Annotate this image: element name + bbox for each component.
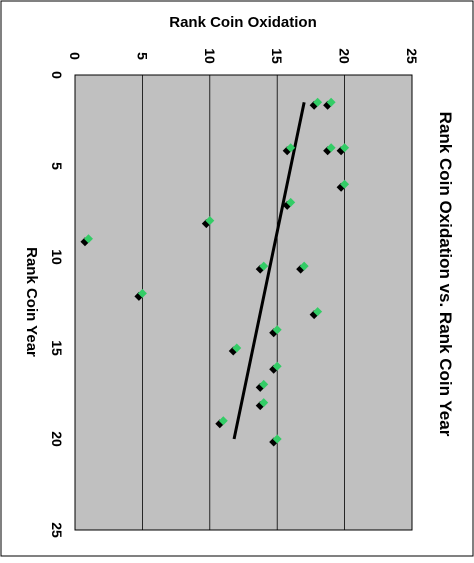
data-point-marker [232,343,242,353]
data-point [201,216,215,229]
data-point-marker [205,216,215,226]
data-point [282,197,296,210]
data-point [228,343,242,356]
year-tick-label: 25 [49,522,65,538]
data-point-marker [259,398,269,408]
data-point [255,398,269,411]
data-point-marker [286,143,296,153]
data-point [80,234,93,247]
year-tick-label: 0 [49,71,65,79]
data-point-marker [272,434,282,444]
data-point [215,416,228,429]
year-tick-label: 5 [49,162,65,170]
trendline-layer [232,101,306,440]
data-point-marker [340,143,350,153]
data-point [255,261,269,274]
data-point [336,179,350,192]
data-point [323,97,336,110]
data-point-marker [259,379,269,389]
data-point [269,325,282,338]
data-point [269,434,282,447]
data-point [296,261,309,274]
oxidation-tick-label: 20 [337,48,353,64]
oxidation-axis-label: Rank Coin Oxidation [169,14,317,31]
gridlines [141,75,346,530]
data-point [282,143,296,156]
data-point [323,143,336,156]
oxidation-tick-label: 0 [67,52,83,60]
data-point [255,379,269,392]
data-point-marker [286,197,296,207]
data-points [80,97,350,447]
data-point-marker [272,325,282,335]
data-point-marker [326,97,336,107]
data-point-marker [259,261,269,271]
data-point [336,143,350,156]
oxidation-tick-label: 15 [269,48,285,64]
oxidation-tick-label: 25 [404,48,420,64]
year-tick-label: 20 [49,431,65,447]
tick-labels: 0 5 10 15 20 25 0 5 10 15 20 25 [49,48,420,538]
data-point [134,288,147,301]
data-point-marker [272,361,282,371]
data-point [309,307,323,320]
data-point-marker [137,288,147,298]
year-tick-label: 10 [49,249,65,265]
data-point-marker [313,307,323,317]
oxidation-tick-label: 10 [202,48,218,64]
data-point-marker [326,143,336,153]
data-point-marker [299,261,309,271]
oxidation-tick-label: 5 [134,52,150,60]
data-point [309,97,323,110]
year-tick-label: 15 [49,340,65,356]
data-point-marker [83,234,93,244]
plot-area [74,74,413,531]
data-point-marker [218,416,228,426]
data-point-marker [313,97,323,107]
trendline [232,101,306,440]
chart-title: Rank Coin Oxidation vs. Rank Coin Year [436,112,455,437]
data-point-marker [340,179,350,189]
year-axis-label: Rank Coin Year [23,247,40,357]
data-point [269,361,282,374]
